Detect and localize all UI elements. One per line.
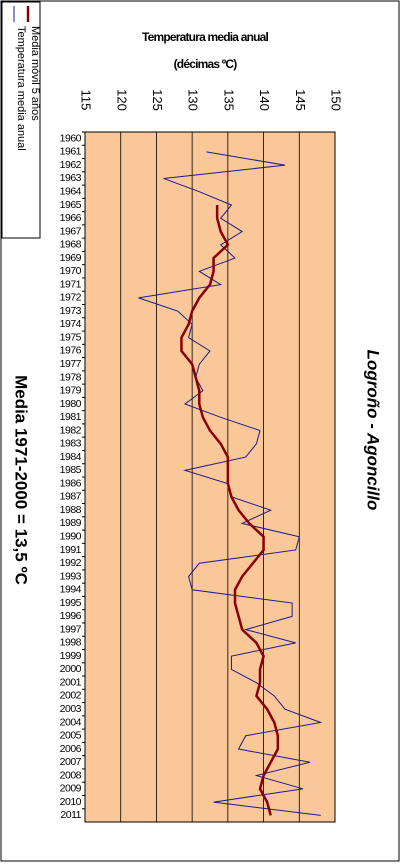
y-tick-label: 2000	[60, 663, 82, 675]
y-tick-label: 1996	[60, 610, 82, 622]
y-tick-label: 1971	[60, 278, 82, 290]
x-tick-label: 150	[329, 89, 344, 111]
x-tick-label: 140	[257, 89, 272, 111]
x-tick-label: 125	[150, 89, 165, 111]
x-tick-label: 120	[114, 89, 129, 111]
y-tick-label: 1995	[60, 597, 82, 609]
chart-subtitle: (décimas ºC)	[174, 57, 238, 71]
y-tick-label: 1967	[60, 225, 82, 237]
y-tick-label: 1999	[60, 650, 82, 662]
y-tick-label: 1983	[60, 438, 82, 450]
y-tick-label: 1965	[60, 199, 82, 211]
x-tick-label: 135	[221, 89, 236, 111]
y-tick-label: 1998	[60, 637, 82, 649]
y-tick-label: 1966	[60, 212, 82, 224]
y-tick-label: 2003	[60, 703, 82, 715]
y-tick-label: 1961	[60, 146, 82, 158]
y-tick-label: 1993	[60, 570, 82, 582]
y-tick-label: 1975	[60, 331, 82, 343]
y-tick-label: 2005	[60, 730, 82, 742]
y-tick-label: 1990	[60, 530, 82, 542]
y-tick-label: 1981	[60, 411, 82, 423]
y-tick-label: 1972	[60, 292, 82, 304]
y-tick-label: 1988	[60, 504, 82, 516]
y-tick-label: 1980	[60, 398, 82, 410]
y-tick-label: 2010	[60, 796, 82, 808]
y-tick-label: 2009	[60, 783, 82, 795]
y-tick-label: 1979	[60, 385, 82, 397]
y-tick-label: 1991	[60, 544, 82, 556]
y-tick-label: 1963	[60, 172, 82, 184]
y-tick-label: 1962	[60, 159, 82, 171]
y-tick-label: 1978	[60, 371, 82, 383]
legend	[1, 1, 41, 239]
y-tick-label: 1977	[60, 358, 82, 370]
y-tick-label: 1982	[60, 424, 82, 436]
x-tick-label: 115	[79, 90, 94, 111]
plot-area	[84, 131, 336, 823]
y-tick-label: 1992	[60, 557, 82, 569]
y-tick-label: 1968	[60, 239, 82, 251]
y-tick-label: 1973	[60, 305, 82, 317]
chart-title: Temperatura media anual	[142, 30, 269, 44]
x-tick-label: 145	[293, 89, 308, 111]
y-tick-label: 1989	[60, 517, 82, 529]
y-tick-label: 1986	[60, 477, 82, 489]
y-tick-label: 1964	[60, 185, 82, 197]
legend-label: Media móvil 5 años	[29, 26, 41, 121]
y-tick-label: 1960	[60, 132, 82, 144]
legend-label: Temperatura media anual	[15, 26, 27, 151]
y-tick-label: 1969	[60, 252, 82, 264]
y-tick-label: 1976	[60, 345, 82, 357]
y-tick-label: 1997	[60, 623, 82, 635]
y-tick-label: 2004	[60, 716, 82, 728]
y-tick-label: 2001	[60, 676, 82, 688]
annotation: Media 1971-2000 = 13,5 ºC	[12, 375, 31, 585]
y-tick-label: 1994	[60, 584, 82, 596]
y-tick-label: 1985	[60, 464, 82, 476]
y-tick-label: 1974	[60, 318, 82, 330]
station-title: Logroño - Agoncillo	[364, 350, 383, 511]
y-tick-label: 2007	[60, 756, 82, 768]
x-tick-label: 130	[186, 89, 201, 111]
y-tick-label: 2006	[60, 743, 82, 755]
y-tick-label: 2008	[60, 769, 82, 781]
y-tick-label: 1970	[60, 265, 82, 277]
y-tick-label: 2002	[60, 690, 82, 702]
y-tick-label: 1987	[60, 491, 82, 503]
y-tick-label: 1984	[60, 451, 82, 463]
series-line	[180, 204, 280, 816]
y-tick-label: 2011	[60, 809, 81, 821]
